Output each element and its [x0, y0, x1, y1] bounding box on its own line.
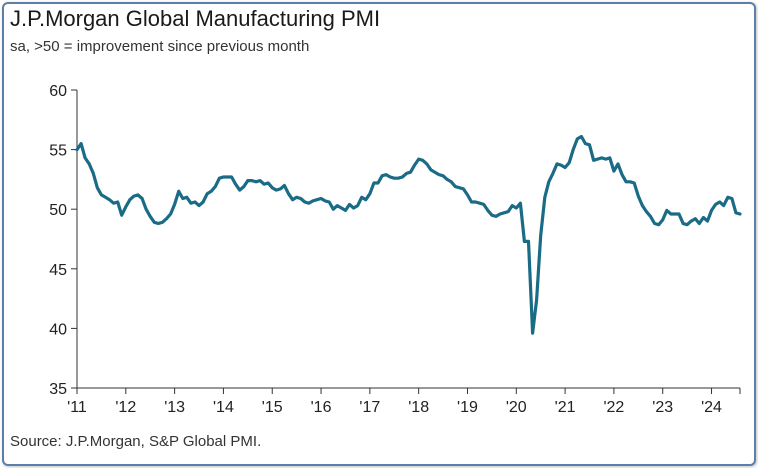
x-tick-label: '13: [164, 399, 185, 416]
x-tick-label: '16: [311, 399, 332, 416]
y-axis: 35 40 45 50 55 60: [49, 83, 78, 398]
x-tick-label: '15: [262, 399, 283, 416]
y-tick-label: 45: [49, 262, 67, 279]
y-tick-label: 35: [49, 381, 67, 398]
y-tick-label: 50: [49, 202, 67, 219]
y-tick-label: 60: [49, 83, 67, 100]
x-tick-label: '23: [652, 399, 673, 416]
x-tick-label: '24: [701, 399, 722, 416]
chart-title: J.P.Morgan Global Manufacturing PMI: [10, 6, 381, 31]
x-tick-label: '19: [457, 399, 478, 416]
source-note: Source: J.P.Morgan, S&P Global PMI.: [10, 433, 262, 450]
x-tick-label: '17: [359, 399, 380, 416]
x-tick-label: '22: [603, 399, 624, 416]
y-tick-label: 40: [49, 321, 67, 338]
y-tick-label: 55: [49, 143, 67, 160]
x-tick-label: '18: [408, 399, 429, 416]
x-tick-label: '14: [213, 399, 234, 416]
x-tick-label: '12: [115, 399, 136, 416]
y-ticks: [71, 89, 77, 389]
y-tick-labels: 35 40 45 50 55 60: [49, 83, 67, 398]
x-tick-label: '21: [555, 399, 576, 416]
x-tick-labels: '11 '12 '13 '14 '15 '16 '17 '18 '19 '20 '21 '22 '23 '…: [67, 399, 722, 416]
x-tick-label: '11: [67, 399, 87, 416]
series-line-global-pmi: [75, 134, 742, 335]
series-group: [75, 134, 742, 335]
chart-subtitle: sa, >50 = improvement since previous mon…: [10, 38, 310, 55]
x-tick-label: '20: [506, 399, 527, 416]
x-axis: '11 '12 '13 '14 '15 '16 '17 '18 '19 '20 '21 '22 '23 '…: [67, 387, 741, 416]
x-ticks: [76, 388, 741, 394]
